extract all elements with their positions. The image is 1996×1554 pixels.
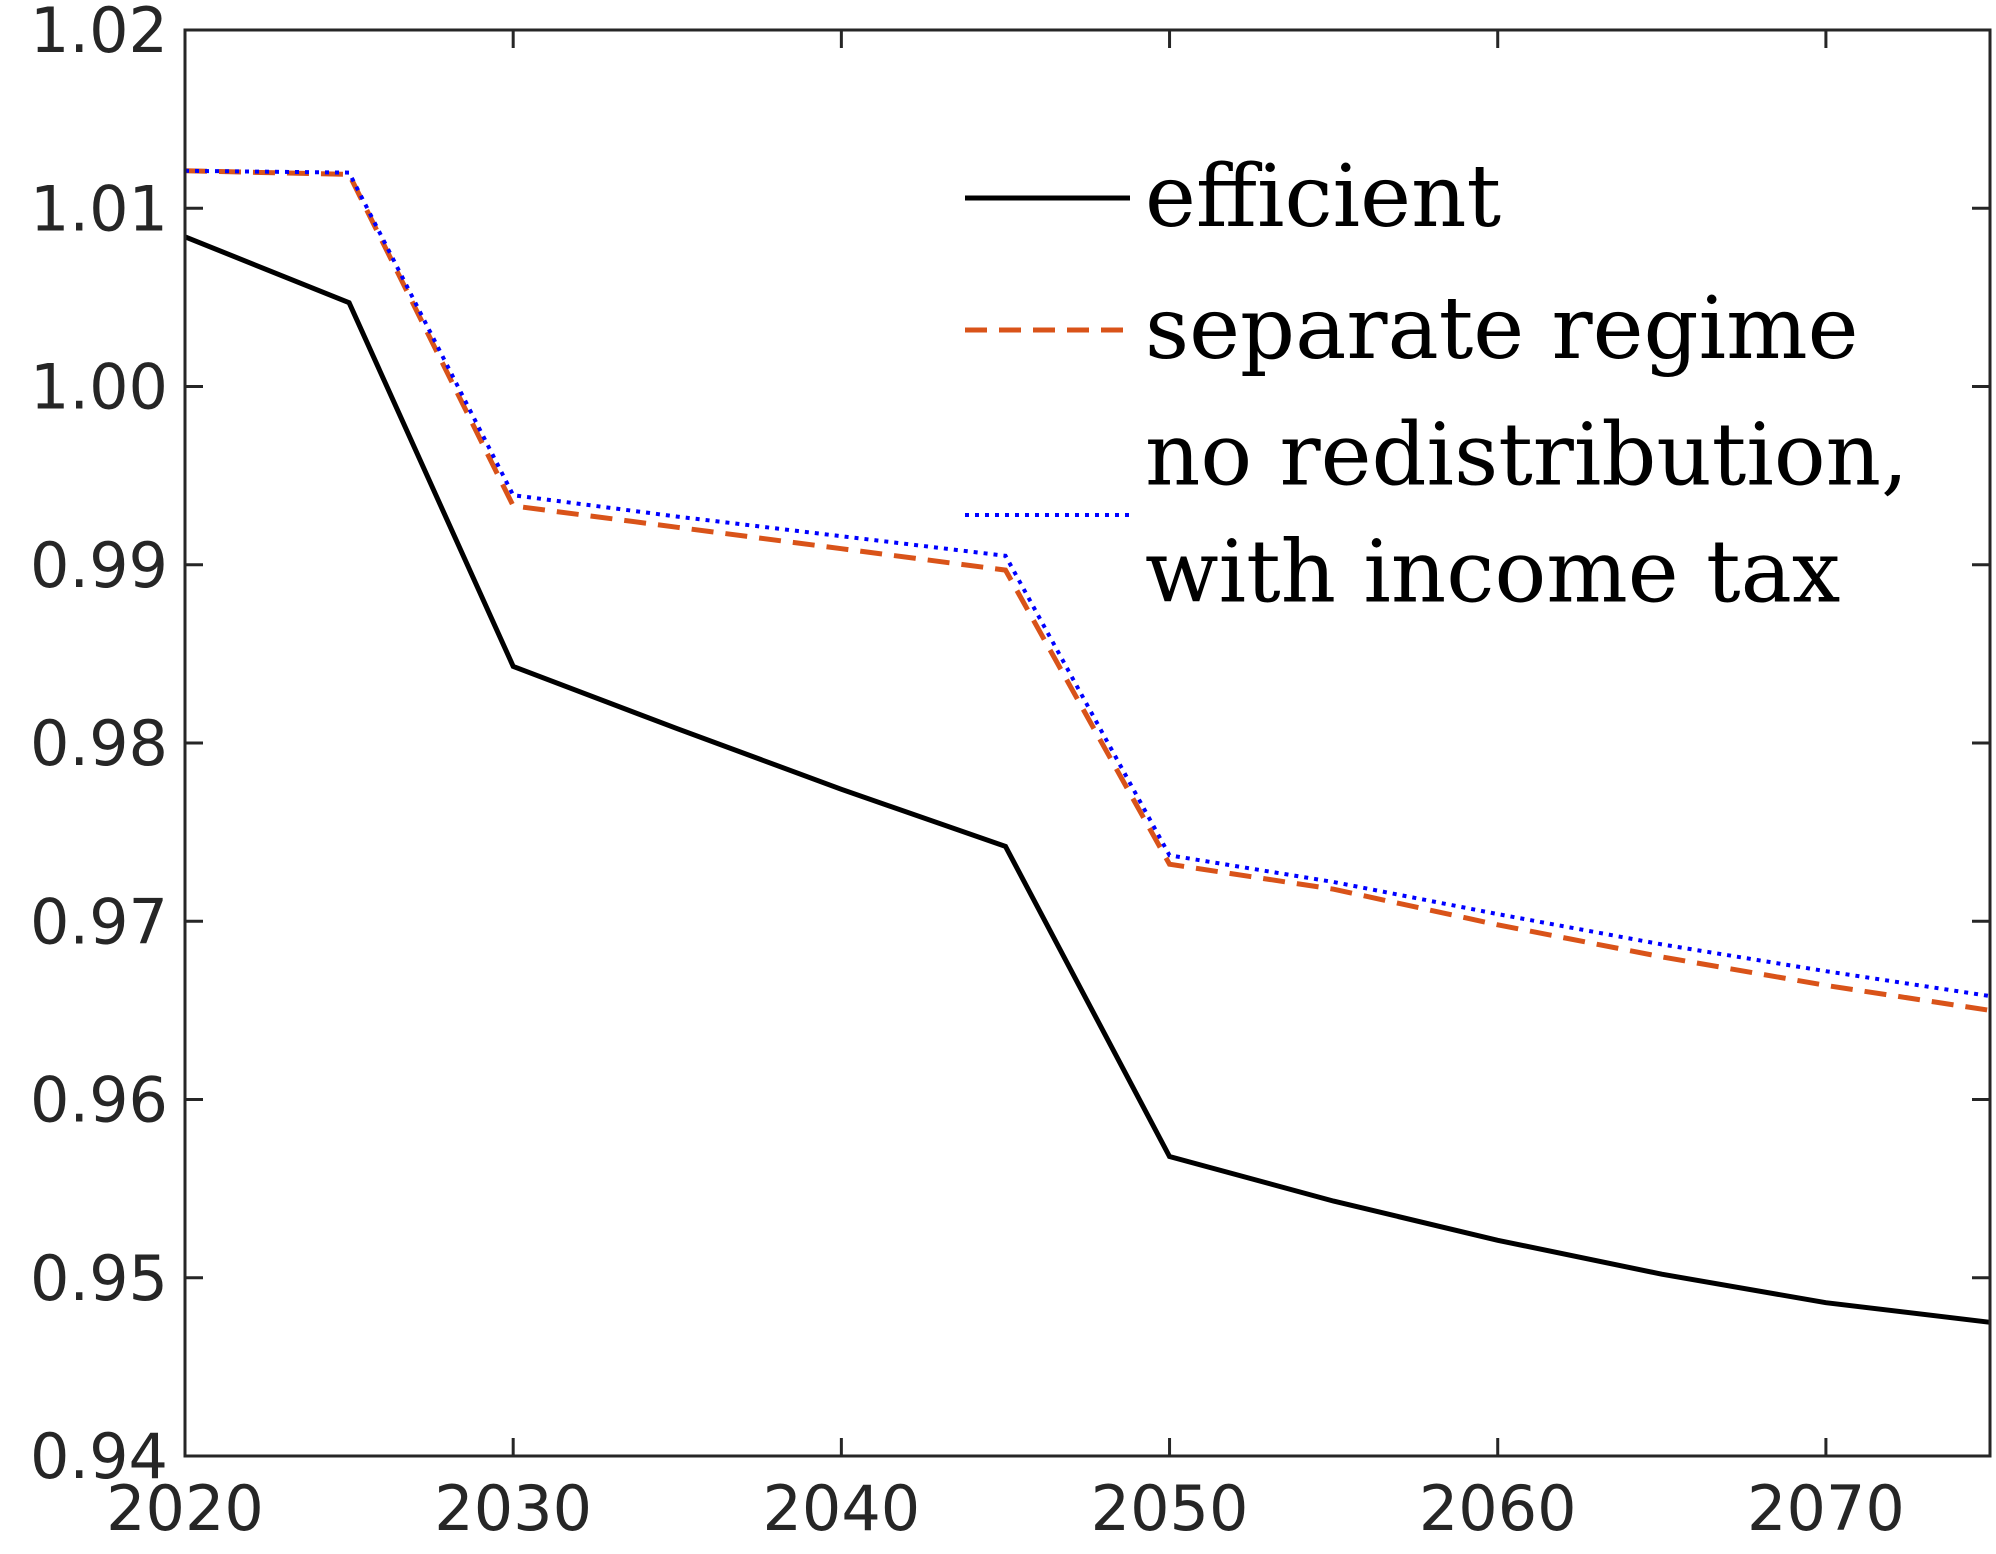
series-layer <box>184 168 1991 1325</box>
x-tick-label: 2060 <box>1419 1472 1577 1545</box>
series-line-1 <box>184 168 1991 1013</box>
y-tick-label: 1.01 <box>30 172 168 245</box>
x-axis: 2020 2030 2040 2050 2060 2070 <box>106 30 1905 1545</box>
x-tick-label: 2030 <box>434 1472 592 1545</box>
y-tick-label: 1.00 <box>30 351 168 424</box>
x-tick-label: 2040 <box>762 1472 920 1545</box>
series-line-0 <box>184 234 1991 1325</box>
y-tick-label: 0.95 <box>30 1242 168 1315</box>
y-axis: 0.94 0.95 0.96 0.97 0.98 0.99 1.00 1.01 1.02 <box>30 0 1990 1493</box>
plot-background <box>185 30 1990 1456</box>
y-tick-label: 0.96 <box>30 1064 168 1137</box>
series-line-2 <box>184 168 1991 999</box>
legend-label: no redistribution, <box>1145 406 1908 506</box>
legend-label: with income tax <box>1145 523 1840 623</box>
y-tick-label: 0.99 <box>30 529 168 602</box>
legend-label: efficient <box>1145 147 1501 247</box>
x-tick-label: 2070 <box>1747 1472 1905 1545</box>
y-tick-label: 0.98 <box>30 707 168 780</box>
x-tick-label: 2020 <box>106 1472 264 1545</box>
y-tick-label: 0.94 <box>30 1420 168 1493</box>
legend-label: separate regime <box>1145 279 1859 379</box>
y-tick-label: 0.97 <box>30 885 168 958</box>
legend: efficient separate regime no redistributio… <box>965 147 1908 623</box>
x-tick-label: 2050 <box>1091 1472 1249 1545</box>
y-tick-label: 1.02 <box>30 0 168 67</box>
